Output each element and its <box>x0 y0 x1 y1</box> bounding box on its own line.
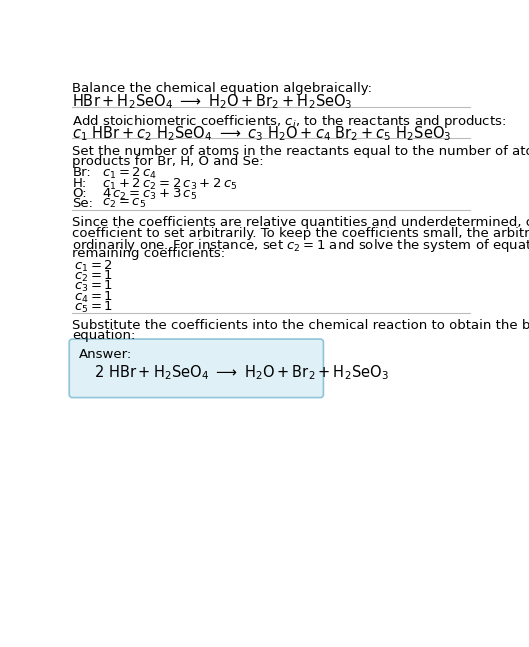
Text: ordinarily one. For instance, set $c_2 = 1$ and solve the system of equations fo: ordinarily one. For instance, set $c_2 =… <box>72 237 529 254</box>
FancyBboxPatch shape <box>69 339 323 397</box>
Text: Balance the chemical equation algebraically:: Balance the chemical equation algebraica… <box>72 82 372 95</box>
Text: $c_1 = 2$: $c_1 = 2$ <box>74 259 113 274</box>
Text: Add stoichiometric coefficients, $c_i$, to the reactants and products:: Add stoichiometric coefficients, $c_i$, … <box>72 113 507 131</box>
Text: $4\,c_2 = c_3 + 3\,c_5$: $4\,c_2 = c_3 + 3\,c_5$ <box>102 187 197 202</box>
Text: Since the coefficients are relative quantities and underdetermined, choose a: Since the coefficients are relative quan… <box>72 216 529 229</box>
Text: $c_5 = 1$: $c_5 = 1$ <box>74 300 113 315</box>
Text: $c_3 = 1$: $c_3 = 1$ <box>74 280 113 294</box>
Text: $\mathrm{2\ HBr + H_2SeO_4\ \longrightarrow\ H_2O + Br_2 + H_2SeO_3}$: $\mathrm{2\ HBr + H_2SeO_4\ \longrightar… <box>94 364 389 382</box>
Text: Br:: Br: <box>72 166 91 179</box>
Text: equation:: equation: <box>72 329 136 342</box>
Text: coefficient to set arbitrarily. To keep the coefficients small, the arbitrary va: coefficient to set arbitrarily. To keep … <box>72 226 529 239</box>
Text: $c_2 = c_5$: $c_2 = c_5$ <box>102 197 146 210</box>
Text: $c_1\ \mathrm{HBr} + c_2\ \mathrm{H_2SeO_4}\ \longrightarrow\ c_3\ \mathrm{H_2O}: $c_1\ \mathrm{HBr} + c_2\ \mathrm{H_2SeO… <box>72 124 452 142</box>
Text: remaining coefficients:: remaining coefficients: <box>72 247 225 261</box>
Text: Set the number of atoms in the reactants equal to the number of atoms in the: Set the number of atoms in the reactants… <box>72 145 529 158</box>
Text: Substitute the coefficients into the chemical reaction to obtain the balanced: Substitute the coefficients into the che… <box>72 319 529 332</box>
Text: $c_2 = 1$: $c_2 = 1$ <box>74 269 113 284</box>
Text: $c_4 = 1$: $c_4 = 1$ <box>74 290 113 305</box>
Text: $\mathrm{HBr + H_2SeO_4 \ \longrightarrow \ H_2O + Br_2 + H_2SeO_3}$: $\mathrm{HBr + H_2SeO_4 \ \longrightarro… <box>72 93 353 111</box>
Text: H:: H: <box>72 177 87 190</box>
Text: $c_1 = 2\,c_4$: $c_1 = 2\,c_4$ <box>102 166 157 181</box>
Text: products for Br, H, O and Se:: products for Br, H, O and Se: <box>72 155 264 168</box>
Text: Se:: Se: <box>72 197 93 210</box>
Text: $c_1 + 2\,c_2 = 2\,c_3 + 2\,c_5$: $c_1 + 2\,c_2 = 2\,c_3 + 2\,c_5$ <box>102 177 237 192</box>
Text: O:: O: <box>72 187 87 200</box>
Text: Answer:: Answer: <box>78 347 132 360</box>
